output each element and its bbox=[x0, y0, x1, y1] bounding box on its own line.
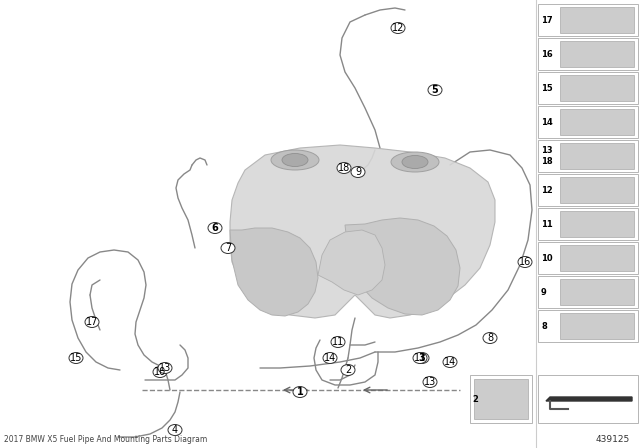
Bar bbox=[538, 72, 638, 104]
Bar bbox=[560, 279, 634, 305]
Bar bbox=[538, 38, 638, 70]
Ellipse shape bbox=[443, 357, 457, 367]
Text: 13: 13 bbox=[424, 377, 436, 387]
Text: 16: 16 bbox=[519, 257, 531, 267]
Text: 2017 BMW X5 Fuel Pipe And Mounting Parts Diagram: 2017 BMW X5 Fuel Pipe And Mounting Parts… bbox=[4, 435, 207, 444]
Text: 9: 9 bbox=[355, 167, 361, 177]
Text: 2: 2 bbox=[345, 365, 351, 375]
Polygon shape bbox=[230, 145, 495, 318]
Text: 11: 11 bbox=[541, 220, 553, 228]
Ellipse shape bbox=[415, 353, 429, 363]
Bar bbox=[538, 276, 638, 308]
Ellipse shape bbox=[331, 336, 345, 348]
Text: 15: 15 bbox=[541, 83, 553, 92]
Text: 16: 16 bbox=[541, 49, 553, 59]
Ellipse shape bbox=[153, 366, 167, 378]
Bar bbox=[470, 375, 532, 423]
Text: 11: 11 bbox=[332, 337, 344, 347]
Text: 11: 11 bbox=[414, 353, 426, 363]
Polygon shape bbox=[345, 218, 460, 315]
Ellipse shape bbox=[271, 150, 319, 170]
Bar bbox=[474, 379, 528, 419]
Text: 9: 9 bbox=[541, 288, 547, 297]
Bar bbox=[560, 7, 634, 33]
Ellipse shape bbox=[85, 316, 99, 327]
Text: 12: 12 bbox=[392, 23, 404, 33]
Polygon shape bbox=[230, 228, 318, 316]
Text: 4: 4 bbox=[172, 425, 178, 435]
Text: 2: 2 bbox=[472, 395, 478, 404]
Text: 18: 18 bbox=[338, 163, 350, 173]
Bar bbox=[560, 41, 634, 67]
Text: 439125: 439125 bbox=[596, 435, 630, 444]
Text: 12: 12 bbox=[541, 185, 553, 194]
Ellipse shape bbox=[69, 353, 83, 363]
Bar bbox=[560, 313, 634, 339]
Polygon shape bbox=[546, 397, 632, 401]
Text: 10: 10 bbox=[154, 367, 166, 377]
Text: 14: 14 bbox=[444, 357, 456, 367]
Ellipse shape bbox=[293, 387, 307, 397]
Ellipse shape bbox=[518, 257, 532, 267]
Ellipse shape bbox=[168, 425, 182, 435]
Bar bbox=[560, 143, 634, 169]
Ellipse shape bbox=[391, 152, 439, 172]
Bar bbox=[538, 140, 638, 172]
Text: 3: 3 bbox=[419, 353, 426, 363]
Bar bbox=[538, 4, 638, 36]
Text: 7: 7 bbox=[225, 243, 231, 253]
Ellipse shape bbox=[423, 376, 437, 388]
Text: 17: 17 bbox=[541, 16, 552, 25]
Bar bbox=[560, 109, 634, 135]
Polygon shape bbox=[318, 230, 385, 295]
Bar bbox=[538, 242, 638, 274]
Bar bbox=[560, 75, 634, 101]
Ellipse shape bbox=[208, 223, 222, 233]
Text: 8: 8 bbox=[541, 322, 547, 331]
Bar bbox=[538, 174, 638, 206]
Bar bbox=[560, 211, 634, 237]
Ellipse shape bbox=[323, 353, 337, 363]
Ellipse shape bbox=[428, 85, 442, 95]
Text: 15: 15 bbox=[70, 353, 82, 363]
Ellipse shape bbox=[341, 365, 355, 375]
Text: 13
18: 13 18 bbox=[541, 146, 552, 166]
Ellipse shape bbox=[221, 242, 235, 254]
Ellipse shape bbox=[351, 167, 365, 177]
Bar bbox=[560, 245, 634, 271]
Text: 14: 14 bbox=[324, 353, 336, 363]
Text: 13: 13 bbox=[159, 363, 171, 373]
Bar bbox=[538, 375, 638, 423]
Ellipse shape bbox=[402, 155, 428, 168]
Bar bbox=[560, 177, 634, 203]
Ellipse shape bbox=[158, 362, 172, 374]
Bar bbox=[538, 310, 638, 342]
Text: 6: 6 bbox=[212, 223, 218, 233]
Bar bbox=[538, 106, 638, 138]
Ellipse shape bbox=[413, 353, 427, 363]
Ellipse shape bbox=[282, 154, 308, 167]
Text: 17: 17 bbox=[86, 317, 98, 327]
Text: 8: 8 bbox=[487, 333, 493, 343]
Ellipse shape bbox=[337, 163, 351, 173]
Text: 10: 10 bbox=[541, 254, 552, 263]
Text: 1: 1 bbox=[296, 387, 303, 397]
Ellipse shape bbox=[483, 332, 497, 344]
Text: 14: 14 bbox=[541, 117, 553, 126]
Bar bbox=[538, 208, 638, 240]
Ellipse shape bbox=[391, 22, 405, 34]
Text: 5: 5 bbox=[431, 85, 438, 95]
